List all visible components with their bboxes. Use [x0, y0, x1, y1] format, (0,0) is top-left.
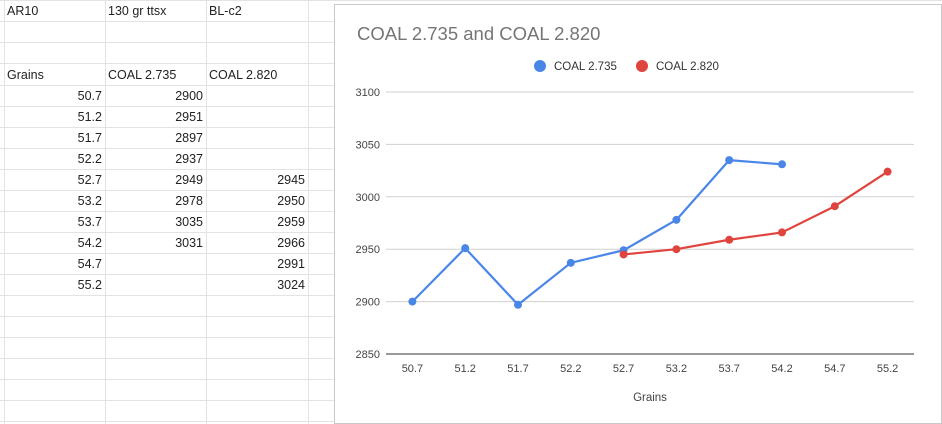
data-point [725, 235, 734, 244]
data-cell[interactable]: 2959 [277, 215, 305, 229]
data-cell[interactable]: 53.2 [77, 194, 102, 208]
y-tick-label: 2850 [356, 349, 380, 361]
data-cell[interactable]: 50.7 [77, 89, 102, 103]
x-tick-label: 51.2 [454, 363, 475, 375]
data-cell[interactable]: 3024 [277, 278, 305, 292]
data-cell[interactable]: 2949 [175, 173, 203, 187]
data-point [672, 245, 681, 254]
sheet-title-cell[interactable]: BL-c2 [209, 4, 242, 18]
series-line [411, 159, 783, 306]
y-tick-label: 2900 [356, 297, 380, 309]
data-cell[interactable]: 2945 [277, 173, 305, 187]
data-point [830, 202, 839, 211]
data-cell[interactable]: 2950 [277, 194, 305, 208]
data-cell[interactable]: 2937 [175, 152, 203, 166]
column-header-cell[interactable]: COAL 2.735 [108, 68, 177, 82]
line-chart[interactable]: COAL 2.735 and COAL 2.820 COAL 2.735 COAL … [334, 4, 942, 424]
data-cell[interactable]: 2991 [277, 257, 305, 271]
gridline-col [308, 0, 309, 424]
x-tick-label: 52.2 [560, 363, 581, 375]
gridline-col [206, 0, 207, 424]
x-tick-label: 54.7 [824, 363, 845, 375]
column-header-cell[interactable]: Grains [7, 68, 44, 82]
chart-title: COAL 2.735 and COAL 2.820 [357, 23, 600, 44]
x-tick-label: 51.7 [507, 363, 528, 375]
sheet-title-cell[interactable]: AR10 [7, 4, 39, 18]
gridline-row [0, 0, 942, 1]
data-point [883, 167, 892, 176]
data-cell[interactable]: 51.2 [77, 110, 102, 124]
legend-marker [636, 60, 648, 72]
data-cell[interactable]: 55.2 [77, 278, 102, 292]
data-point [725, 156, 734, 165]
y-tick-label: 2950 [356, 244, 380, 256]
data-cell[interactable]: 2897 [175, 131, 203, 145]
data-point [778, 160, 786, 169]
column-header-cell[interactable]: COAL 2.820 [209, 68, 278, 82]
data-point [778, 228, 786, 237]
data-point [672, 215, 681, 224]
series-line [623, 170, 889, 256]
data-cell[interactable]: 52.7 [77, 173, 102, 187]
x-tick-label: 53.7 [718, 363, 739, 375]
y-tick-label: 3050 [356, 139, 380, 151]
chart-canvas: COAL 2.735 and COAL 2.820 COAL 2.735 COAL … [356, 23, 914, 404]
x-tick-label: 54.2 [771, 363, 792, 375]
y-tick-label: 3100 [356, 87, 380, 99]
data-point [566, 258, 575, 267]
x-tick-label: 53.2 [666, 363, 687, 375]
data-cell[interactable]: 2951 [175, 110, 203, 124]
data-cell[interactable]: 2900 [175, 89, 203, 103]
data-cell[interactable]: 2978 [175, 194, 203, 208]
legend-label: COAL 2.735 [554, 61, 617, 73]
data-cell[interactable]: 54.2 [77, 236, 102, 250]
data-point [461, 244, 470, 253]
data-point [619, 250, 628, 259]
gridline-col [4, 0, 5, 424]
data-cell[interactable]: 52.2 [77, 152, 102, 166]
data-point [408, 297, 417, 306]
data-cell[interactable]: 2966 [277, 236, 305, 250]
data-cell[interactable]: 53.7 [77, 215, 102, 229]
gridline-col [105, 0, 106, 424]
data-point [514, 300, 522, 309]
y-tick-label: 3000 [356, 192, 380, 204]
data-cell[interactable]: 51.7 [77, 131, 102, 145]
data-cell[interactable]: 3031 [175, 236, 203, 250]
sheet-title-cell[interactable]: 130 gr ttsx [108, 4, 167, 18]
data-cell[interactable]: 54.7 [77, 257, 102, 271]
legend-marker [534, 60, 546, 72]
legend-label: COAL 2.820 [656, 61, 719, 73]
x-axis-label: Grains [633, 392, 667, 404]
x-tick-label: 55.2 [877, 363, 898, 375]
x-tick-label: 50.7 [402, 363, 423, 375]
x-tick-label: 52.7 [613, 363, 634, 375]
data-cell[interactable]: 3035 [175, 215, 203, 229]
